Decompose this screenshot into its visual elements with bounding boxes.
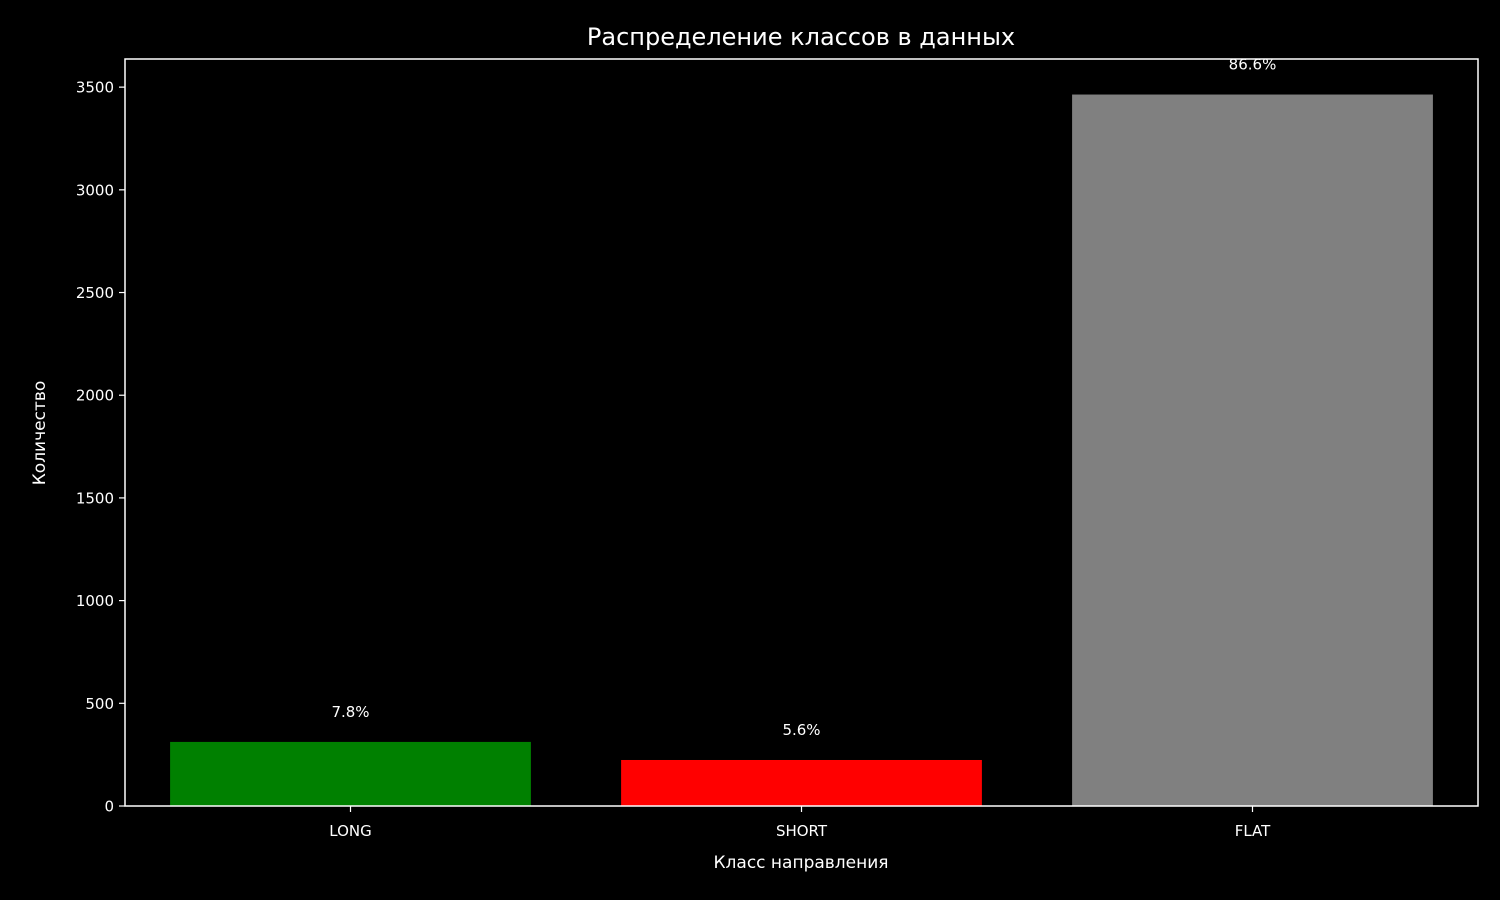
y-tick-label: 2500 — [76, 284, 114, 302]
bar-flat — [1072, 94, 1433, 807]
bar-value-label-long: 7.8% — [331, 703, 369, 721]
x-tick-label-short: SHORT — [776, 822, 828, 840]
y-tick-label: 3500 — [76, 79, 114, 97]
bar-long — [170, 741, 531, 806]
bar-value-label-flat: 86.6% — [1229, 56, 1277, 74]
y-tick-label: 2000 — [76, 387, 114, 405]
bar-value-label-short: 5.6% — [782, 721, 820, 739]
y-tick-label: 3000 — [76, 181, 114, 199]
y-axis-label: Количество — [30, 381, 50, 486]
y-tick-label: 1000 — [76, 592, 114, 610]
bar-short — [621, 759, 982, 806]
chart-title: Распределение классов в данных — [587, 23, 1015, 51]
x-tick-label-long: LONG — [329, 822, 371, 840]
y-tick-label: 0 — [104, 798, 114, 816]
bars-group — [170, 94, 1433, 807]
x-tick-label-flat: FLAT — [1235, 822, 1271, 840]
bar-value-labels: 7.8% 5.6% 86.6% — [331, 56, 1276, 739]
x-axis-label: Класс направления — [713, 853, 888, 873]
x-axis: LONG SHORT FLAT — [329, 806, 1271, 840]
y-axis: 0 500 1000 1500 2000 2500 3000 3500 — [76, 79, 125, 816]
y-tick-label: 1500 — [76, 489, 114, 507]
y-tick-label: 500 — [85, 695, 114, 713]
